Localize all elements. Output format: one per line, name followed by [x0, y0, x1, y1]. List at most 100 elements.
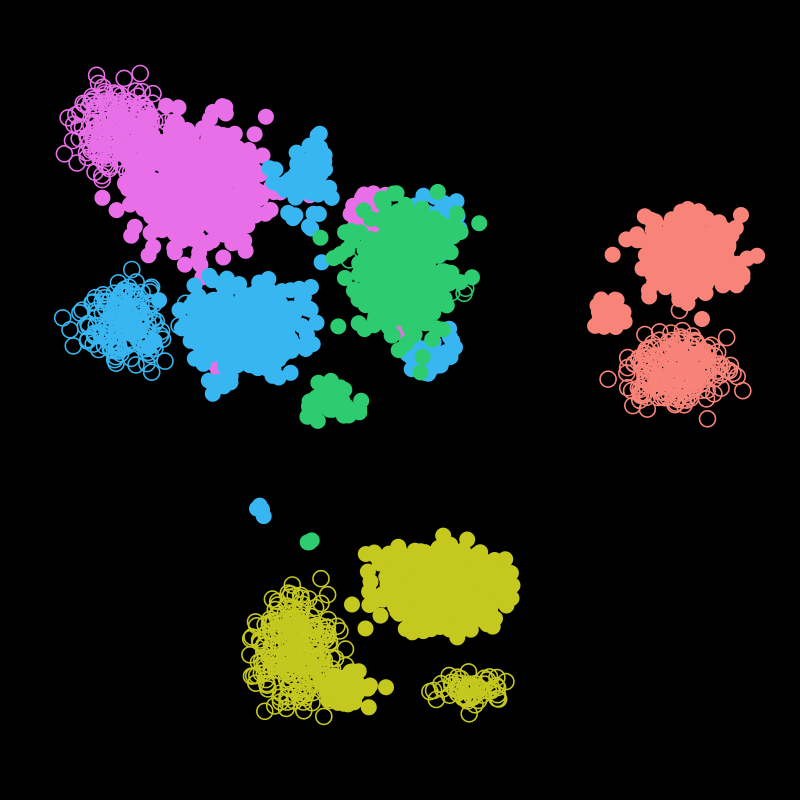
scatter-point [171, 100, 187, 116]
scatter-point [443, 224, 459, 240]
scatter-point [699, 211, 715, 227]
scatter-point [397, 590, 413, 606]
scatter-point [390, 558, 406, 574]
scatter-point [417, 296, 433, 312]
scatter-point [415, 598, 431, 614]
scatter-point [643, 258, 659, 274]
scatter-point [239, 217, 255, 233]
scatter-point [362, 231, 378, 247]
scatter-point [287, 207, 303, 223]
scatter-point [384, 214, 400, 230]
scatter-point [200, 235, 216, 251]
scatter-point [361, 584, 377, 600]
scatter-point [132, 119, 148, 135]
scatter-point [188, 331, 204, 347]
scatter-point [211, 215, 227, 231]
scatter-point [204, 272, 220, 288]
scatter-point [367, 313, 383, 329]
scatter-point [187, 351, 203, 367]
scatter-point [256, 315, 272, 331]
scatter-point [271, 370, 287, 386]
scatter-point [433, 246, 449, 262]
scatter-point [323, 373, 339, 389]
scatter-point [217, 197, 233, 213]
scatter-point [133, 179, 149, 195]
scatter-point [178, 189, 194, 205]
scatter-point [605, 247, 621, 263]
scatter-point [351, 292, 367, 308]
scatter-point [204, 293, 220, 309]
scatter-point [301, 534, 317, 550]
scatter-point [330, 318, 346, 334]
scatter-point [300, 300, 316, 316]
scatter-point [294, 318, 310, 334]
scatter-point [331, 248, 347, 264]
scatter-point [459, 532, 475, 548]
scatter-point [413, 543, 429, 559]
scatter-point [593, 292, 609, 308]
scatter-point [433, 596, 449, 612]
scatter-point [265, 174, 281, 190]
scatter-point [484, 577, 500, 593]
scatter-point [600, 305, 616, 321]
scatter-point [687, 232, 703, 248]
scatter-point [166, 114, 182, 130]
scatter-point [449, 629, 465, 645]
scatter-point [174, 320, 190, 336]
scatter-point [446, 549, 462, 565]
scatter-point [223, 374, 239, 390]
scatter-point [294, 338, 310, 354]
scatter-point [646, 275, 662, 291]
scatter-point [374, 191, 390, 207]
scatter-point [210, 330, 226, 346]
scatter-point [373, 274, 389, 290]
scatter-point [418, 617, 434, 633]
scatter-point [224, 319, 240, 335]
scatter-point [383, 262, 399, 278]
scatter-point [232, 338, 248, 354]
scatter-point [471, 215, 487, 231]
cluster-scatter-plot [0, 0, 800, 800]
scatter-point [665, 251, 681, 267]
scatter-point [290, 186, 306, 202]
scatter-point [452, 601, 468, 617]
scatter-point [358, 546, 374, 562]
scatter-point [151, 292, 167, 308]
scatter-point [165, 141, 181, 157]
scatter-point [360, 248, 376, 264]
scatter-point [145, 239, 161, 255]
scatter-point [310, 128, 326, 144]
scatter-point [109, 202, 125, 218]
scatter-point [731, 256, 747, 272]
scatter-point [378, 679, 394, 695]
scatter-point [437, 265, 453, 281]
scatter-point [331, 683, 347, 699]
scatter-point [430, 184, 446, 200]
scatter-point [337, 270, 353, 286]
scatter-point [198, 147, 214, 163]
scatter-point [190, 301, 206, 317]
scatter-point [311, 206, 327, 222]
scatter-point [424, 567, 440, 583]
scatter-point [358, 621, 374, 637]
scatter-point [673, 204, 689, 220]
scatter-point [168, 215, 184, 231]
scatter-point [324, 190, 340, 206]
scatter-point [395, 243, 411, 259]
scatter-point [301, 218, 317, 234]
scatter-point [308, 184, 324, 200]
scatter-point [190, 219, 206, 235]
scatter-point [391, 342, 407, 358]
scatter-point [307, 403, 323, 419]
scatter-point [146, 333, 162, 349]
scatter-point [618, 231, 634, 247]
scatter-point [412, 364, 428, 380]
scatter-point [679, 264, 695, 280]
scatter-point [384, 328, 400, 344]
scatter-point [161, 165, 177, 181]
scatter-point [711, 257, 727, 273]
scatter-point [293, 171, 309, 187]
scatter-point [154, 222, 170, 238]
scatter-point [217, 164, 233, 180]
scatter-point [505, 577, 521, 593]
